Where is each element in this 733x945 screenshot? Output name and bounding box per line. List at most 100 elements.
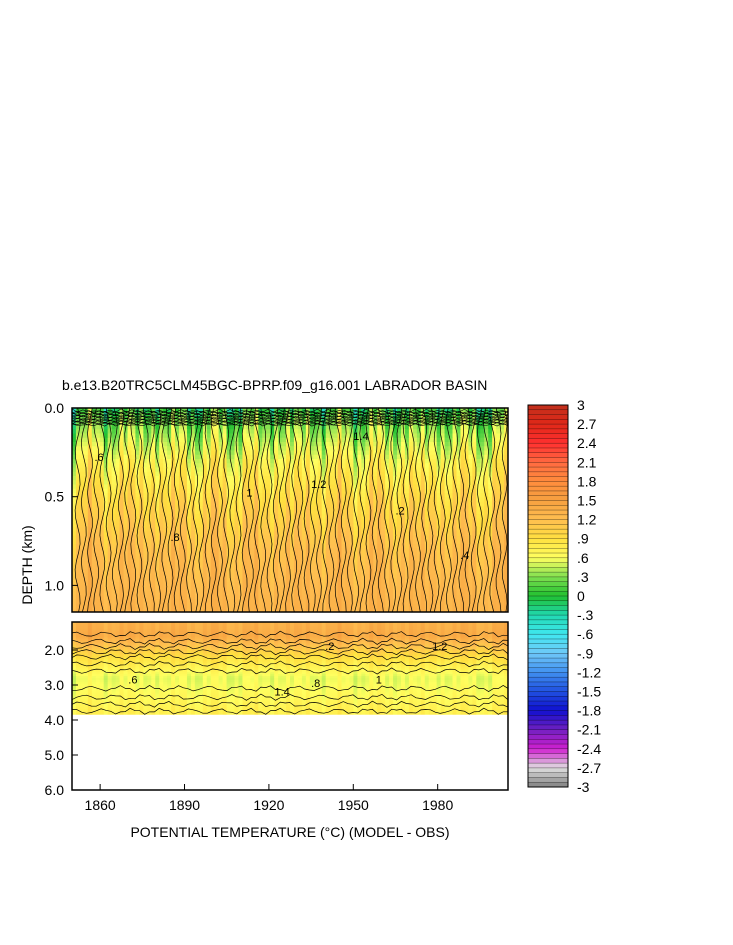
field-cell bbox=[432, 573, 438, 579]
field-cell bbox=[266, 544, 271, 549]
field-cell bbox=[266, 556, 271, 562]
field-cell bbox=[258, 425, 263, 430]
field-cell bbox=[143, 518, 148, 524]
field-cell bbox=[206, 488, 212, 494]
field-cell bbox=[452, 497, 458, 503]
field-cell bbox=[87, 599, 93, 605]
field-cell bbox=[496, 514, 501, 520]
field-cell bbox=[83, 476, 89, 481]
field-cell bbox=[412, 463, 418, 469]
field-cell bbox=[131, 437, 137, 443]
field-cell bbox=[353, 425, 358, 430]
field-cell bbox=[484, 510, 489, 515]
field-cell bbox=[147, 476, 152, 481]
field-cell bbox=[500, 497, 505, 503]
field-cell bbox=[365, 569, 370, 575]
field-cell bbox=[131, 578, 137, 583]
field-cell bbox=[440, 544, 446, 549]
field-cell bbox=[297, 518, 303, 524]
field-cell bbox=[250, 522, 255, 528]
field-cell bbox=[381, 561, 386, 566]
field-cell bbox=[456, 450, 462, 456]
field-cell bbox=[436, 476, 442, 481]
field-cell bbox=[472, 514, 477, 520]
field-cell bbox=[325, 450, 331, 456]
field-cell bbox=[143, 497, 148, 503]
field-cell bbox=[420, 433, 426, 439]
field-cell bbox=[143, 522, 148, 528]
field-cell bbox=[357, 480, 362, 486]
field-cell bbox=[214, 590, 220, 596]
field-cell bbox=[480, 416, 485, 422]
field-cell bbox=[147, 442, 152, 447]
field-cell bbox=[115, 578, 121, 583]
field-cell bbox=[262, 493, 267, 498]
field-cell bbox=[313, 416, 319, 422]
field-cell bbox=[159, 471, 164, 477]
field-cell bbox=[167, 463, 172, 469]
field-cell bbox=[258, 480, 263, 486]
field-cell bbox=[349, 459, 355, 464]
field-cell bbox=[297, 471, 303, 477]
field-cell bbox=[424, 552, 430, 558]
field-cell bbox=[250, 463, 255, 469]
field-cell bbox=[472, 548, 477, 554]
field-cell bbox=[317, 518, 323, 524]
field-cell bbox=[135, 518, 140, 524]
field-cell bbox=[309, 573, 315, 579]
field-cell bbox=[476, 488, 481, 494]
field-cell bbox=[325, 420, 331, 426]
field-cell bbox=[333, 514, 339, 520]
field-cell bbox=[436, 573, 442, 579]
field-cell bbox=[404, 488, 410, 494]
field-cell bbox=[179, 454, 184, 460]
field-cell bbox=[182, 484, 188, 490]
field-cell bbox=[496, 450, 501, 456]
field-cell bbox=[480, 556, 485, 562]
field-cell bbox=[464, 412, 469, 418]
field-cell bbox=[305, 416, 311, 422]
field-cell bbox=[424, 463, 430, 469]
field-cell bbox=[194, 429, 200, 435]
field-cell bbox=[317, 497, 323, 503]
field-cell bbox=[206, 573, 212, 579]
field-cell bbox=[266, 446, 271, 452]
field-cell bbox=[250, 556, 255, 562]
field-cell bbox=[321, 505, 327, 511]
field-cell bbox=[468, 488, 473, 494]
field-cell bbox=[290, 578, 295, 583]
field-cell bbox=[127, 501, 133, 507]
field-cell bbox=[297, 586, 303, 592]
field-cell bbox=[309, 420, 315, 426]
field-cell bbox=[476, 467, 481, 473]
field-cell bbox=[301, 501, 307, 507]
field-cell bbox=[381, 484, 386, 490]
field-cell bbox=[361, 514, 366, 520]
field-cell bbox=[365, 578, 370, 583]
field-cell bbox=[250, 493, 255, 498]
field-cell bbox=[266, 505, 271, 511]
field-cell bbox=[448, 416, 454, 422]
field-cell bbox=[175, 484, 180, 490]
field-cell bbox=[83, 454, 89, 460]
field-cell bbox=[171, 450, 176, 456]
field-cell bbox=[214, 556, 220, 562]
field-cell bbox=[472, 561, 477, 566]
field-cell bbox=[404, 429, 410, 435]
field-cell bbox=[123, 590, 129, 596]
field-cell bbox=[353, 527, 358, 532]
field-cell bbox=[468, 590, 473, 596]
field-cell bbox=[278, 429, 283, 435]
field-cell bbox=[420, 450, 426, 456]
field-cell bbox=[278, 488, 283, 494]
field-cell bbox=[202, 531, 208, 537]
field-cell bbox=[361, 548, 366, 554]
field-cell bbox=[135, 446, 140, 452]
field-cell bbox=[408, 501, 414, 507]
field-cell bbox=[179, 450, 184, 456]
field-cell bbox=[313, 573, 319, 579]
field-cell bbox=[91, 442, 97, 447]
field-cell bbox=[131, 565, 137, 571]
field-cell bbox=[222, 535, 228, 541]
field-cell bbox=[341, 561, 347, 566]
